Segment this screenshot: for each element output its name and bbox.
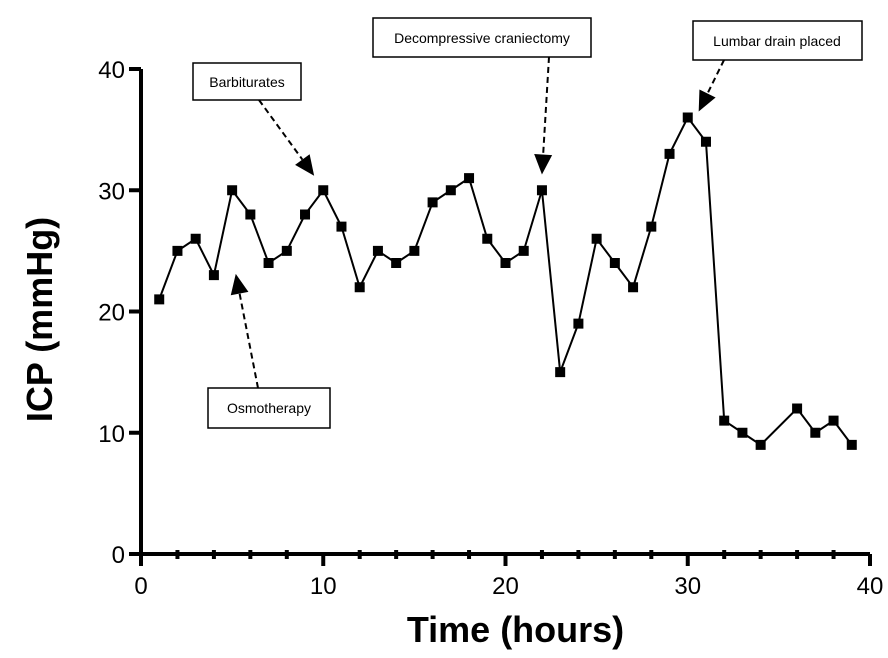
data-point <box>190 233 201 244</box>
data-point <box>281 245 292 256</box>
data-point <box>245 209 256 220</box>
y-ticks <box>129 67 141 556</box>
data-point <box>227 185 238 196</box>
annotation-decompressive-craniectomy: Decompressive craniectomy <box>372 17 592 175</box>
icp-markers <box>154 112 857 450</box>
data-point <box>792 403 803 414</box>
y-tick-label: 30 <box>98 178 125 205</box>
annotation-label: Lumbar drain placed <box>713 33 841 49</box>
y-tick-label: 40 <box>98 57 125 84</box>
data-point <box>409 245 420 256</box>
data-point <box>464 173 475 184</box>
annotation-arrowhead <box>698 89 716 112</box>
y-tick-label: 0 <box>112 542 125 569</box>
annotation-arrowhead <box>230 273 249 296</box>
annotation-box <box>372 17 592 58</box>
annotation-osmotherapy: Osmotherapy <box>207 273 331 429</box>
data-point <box>445 185 456 196</box>
annotation-barbiturates: Barbiturates <box>192 62 315 176</box>
annotation-lumbar-drain: Lumbar drain placed <box>692 20 863 112</box>
data-point <box>664 148 675 159</box>
data-point <box>208 270 219 281</box>
data-point <box>336 221 347 232</box>
data-point <box>810 427 821 438</box>
data-point <box>518 245 529 256</box>
data-point <box>555 367 566 378</box>
data-point <box>846 439 857 450</box>
data-point <box>628 282 639 293</box>
data-point <box>172 245 183 256</box>
data-point <box>609 258 620 268</box>
y-axis-title: ICP (mmHg) <box>19 217 60 422</box>
data-point <box>391 258 402 268</box>
x-tick-labels: 0 10 20 30 40 <box>134 573 883 600</box>
annotation-arrow-line <box>258 99 304 161</box>
data-point <box>719 415 730 426</box>
data-point <box>154 294 165 305</box>
data-point <box>482 233 493 244</box>
x-ticks <box>139 550 872 566</box>
annotation-box <box>192 62 302 101</box>
data-point <box>737 427 748 438</box>
annotation-box <box>692 20 863 61</box>
annotation-arrow-line <box>542 56 550 155</box>
annotation-box <box>207 387 331 429</box>
y-tick-label: 20 <box>98 300 125 327</box>
data-point <box>372 245 383 256</box>
data-point <box>700 136 711 147</box>
data-point <box>500 258 511 268</box>
annotation-label: Osmotherapy <box>227 400 311 416</box>
x-tick-label: 10 <box>310 573 337 600</box>
data-point <box>536 185 547 196</box>
annotation-arrowhead <box>534 153 553 175</box>
data-point <box>300 209 311 220</box>
annotation-label: Barbiturates <box>209 74 284 90</box>
data-point <box>573 318 584 329</box>
data-point <box>591 233 602 244</box>
annotation-arrow-line <box>238 293 259 389</box>
x-tick-label: 40 <box>857 573 884 600</box>
data-point <box>318 185 329 196</box>
annotation-arrowhead <box>295 154 315 176</box>
data-point <box>354 282 365 293</box>
data-point <box>755 439 766 450</box>
x-tick-label: 20 <box>492 573 519 600</box>
annotation-label: Decompressive craniectomy <box>394 30 570 46</box>
data-point <box>646 221 657 232</box>
y-tick-label: 10 <box>98 421 125 448</box>
x-tick-label: 0 <box>134 573 147 600</box>
annotation-arrow-line <box>706 59 725 94</box>
annotations: Barbiturates Osmotherapy Decompressive c… <box>192 17 863 429</box>
x-axis-title: Time (hours) <box>407 609 624 650</box>
data-point <box>682 112 693 123</box>
data-point <box>427 197 438 208</box>
axes <box>139 69 870 556</box>
data-point <box>263 258 274 268</box>
data-point <box>828 415 839 426</box>
y-tick-labels: 0 10 20 30 40 <box>98 57 125 569</box>
x-tick-label: 30 <box>674 573 701 600</box>
